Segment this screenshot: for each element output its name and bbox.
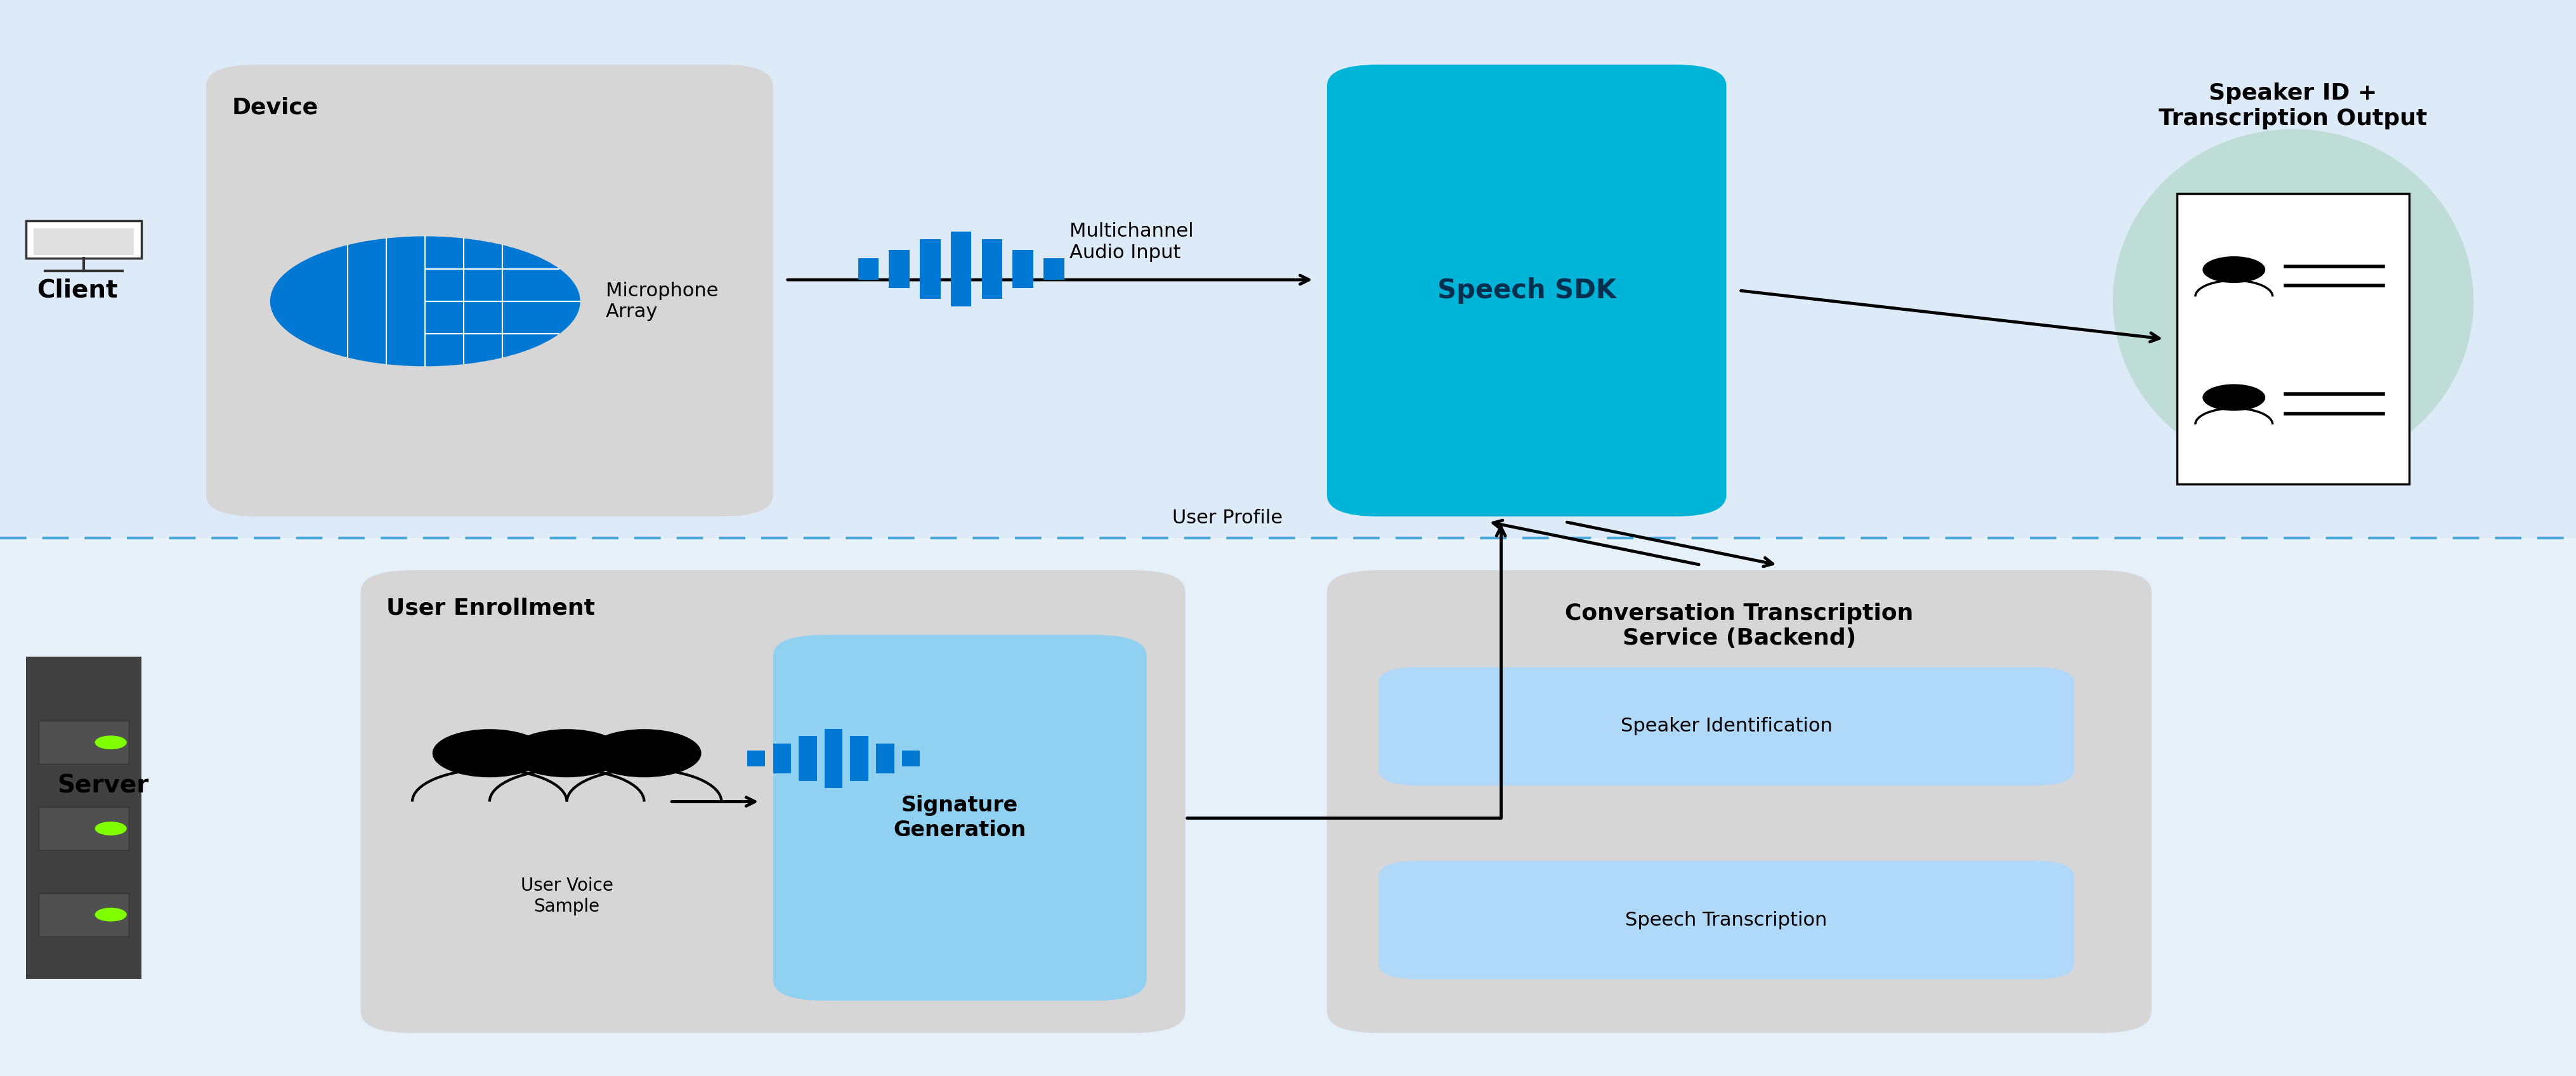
Circle shape	[2202, 257, 2264, 283]
Bar	[889, 250, 909, 287]
Circle shape	[587, 730, 701, 777]
Bar	[902, 751, 920, 766]
Circle shape	[270, 237, 580, 366]
FancyBboxPatch shape	[773, 635, 1146, 1001]
Text: Signature
Generation: Signature Generation	[894, 795, 1025, 840]
FancyBboxPatch shape	[39, 807, 129, 850]
Text: Multichannel
Audio Input: Multichannel Audio Input	[1069, 223, 1193, 261]
Bar	[858, 258, 878, 280]
FancyBboxPatch shape	[1327, 570, 2151, 1033]
Circle shape	[95, 908, 126, 921]
Bar	[824, 730, 842, 788]
Text: Speaker ID +
Transcription Output: Speaker ID + Transcription Output	[2159, 83, 2427, 129]
Text: Device: Device	[232, 97, 319, 118]
Text: User Enrollment: User Enrollment	[386, 597, 595, 619]
FancyBboxPatch shape	[33, 228, 134, 255]
Circle shape	[433, 730, 546, 777]
FancyBboxPatch shape	[0, 0, 2576, 538]
Circle shape	[510, 730, 623, 777]
Bar	[876, 744, 894, 774]
Text: Conversation Transcription
Service (Backend): Conversation Transcription Service (Back…	[1564, 603, 1914, 649]
Circle shape	[95, 736, 126, 749]
Bar	[951, 231, 971, 307]
Text: User Voice
Sample: User Voice Sample	[520, 877, 613, 916]
FancyBboxPatch shape	[0, 538, 2576, 1076]
Bar	[1012, 250, 1033, 287]
Text: Speaker Identification: Speaker Identification	[1620, 717, 1832, 736]
FancyBboxPatch shape	[39, 893, 129, 936]
Circle shape	[2202, 384, 2264, 410]
FancyBboxPatch shape	[1327, 65, 1726, 516]
Circle shape	[95, 822, 126, 835]
Text: User Profile: User Profile	[1172, 509, 1283, 527]
Ellipse shape	[2112, 129, 2473, 473]
FancyBboxPatch shape	[26, 221, 142, 258]
FancyBboxPatch shape	[1378, 667, 2074, 785]
Bar	[981, 239, 1002, 298]
FancyBboxPatch shape	[206, 65, 773, 516]
Bar	[850, 736, 868, 781]
Text: Microphone
Array: Microphone Array	[605, 282, 719, 321]
Bar	[799, 736, 817, 781]
Bar	[747, 751, 765, 766]
FancyBboxPatch shape	[26, 656, 142, 979]
Bar	[773, 744, 791, 774]
FancyBboxPatch shape	[1378, 861, 2074, 979]
Text: Client: Client	[36, 279, 118, 302]
FancyBboxPatch shape	[39, 721, 129, 764]
Text: Speech SDK: Speech SDK	[1437, 278, 1615, 303]
FancyBboxPatch shape	[361, 570, 1185, 1033]
Bar	[1043, 258, 1064, 280]
FancyBboxPatch shape	[2177, 194, 2409, 484]
Text: Speech Transcription: Speech Transcription	[1625, 910, 1826, 930]
Text: Server: Server	[57, 774, 149, 797]
Bar	[920, 239, 940, 298]
